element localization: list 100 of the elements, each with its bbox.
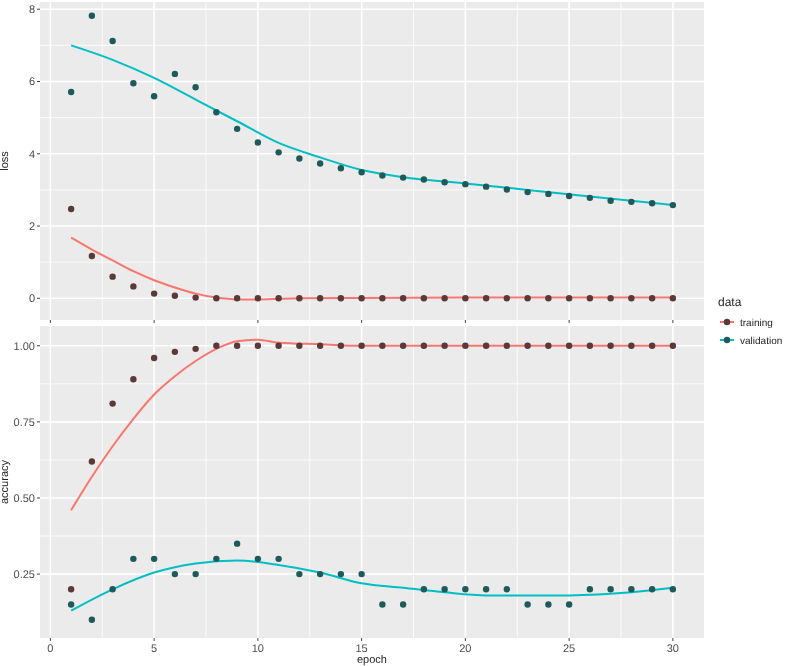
point — [441, 179, 448, 186]
point — [545, 190, 552, 198]
point — [192, 570, 199, 578]
point — [171, 70, 179, 78]
point — [379, 601, 386, 608]
point — [482, 342, 490, 349]
point — [337, 570, 345, 578]
point — [316, 570, 324, 578]
point — [482, 183, 490, 190]
point — [441, 586, 448, 593]
point — [607, 342, 614, 349]
point — [275, 149, 282, 156]
point — [628, 586, 635, 593]
point — [503, 342, 511, 349]
point — [462, 586, 469, 593]
point — [67, 88, 75, 96]
point — [545, 342, 552, 349]
point — [379, 342, 386, 349]
point — [586, 342, 594, 349]
point — [109, 37, 116, 45]
point — [130, 80, 137, 87]
point — [399, 174, 407, 181]
point — [296, 342, 303, 349]
point — [150, 93, 158, 100]
line-series — [70, 236, 674, 301]
point — [130, 376, 137, 383]
point — [254, 555, 262, 563]
point — [524, 601, 531, 608]
point — [337, 342, 345, 349]
point — [358, 169, 365, 176]
point — [213, 342, 220, 349]
point — [109, 586, 116, 593]
point — [254, 295, 262, 302]
point — [233, 342, 241, 349]
point — [607, 295, 614, 302]
point — [524, 342, 531, 349]
point — [171, 292, 179, 299]
point — [67, 205, 75, 213]
line-series — [70, 338, 674, 512]
point — [275, 342, 282, 349]
point — [213, 295, 220, 302]
point — [316, 160, 324, 167]
point — [233, 295, 241, 302]
point — [171, 570, 179, 578]
point — [420, 342, 428, 349]
point — [482, 295, 490, 302]
point — [192, 345, 199, 353]
point — [275, 295, 282, 302]
point — [316, 295, 324, 302]
point — [669, 201, 677, 209]
point — [503, 295, 511, 302]
point — [462, 342, 469, 349]
point — [316, 342, 324, 349]
point — [628, 342, 635, 349]
point — [337, 295, 345, 302]
point — [88, 252, 96, 260]
point — [565, 601, 573, 608]
point — [358, 342, 365, 349]
point — [254, 342, 262, 349]
point — [586, 194, 594, 202]
point — [607, 197, 614, 204]
point — [524, 295, 531, 302]
point — [399, 601, 407, 608]
point — [399, 342, 407, 349]
point — [296, 570, 303, 578]
point — [233, 540, 241, 547]
point — [648, 342, 656, 349]
point — [233, 125, 241, 133]
point — [565, 192, 573, 200]
point — [669, 586, 677, 593]
point — [607, 586, 614, 593]
point — [254, 139, 262, 146]
point — [130, 555, 137, 563]
point — [648, 295, 656, 302]
point — [628, 198, 635, 206]
point — [379, 172, 386, 179]
point — [213, 555, 220, 563]
point — [88, 616, 96, 623]
point — [545, 295, 552, 302]
point — [150, 354, 158, 362]
point — [150, 290, 158, 297]
point — [67, 586, 75, 593]
point — [150, 555, 158, 563]
point — [482, 586, 490, 593]
point — [337, 165, 345, 172]
point — [275, 555, 282, 563]
point — [379, 295, 386, 302]
point — [420, 295, 428, 302]
point — [399, 295, 407, 302]
point — [648, 586, 656, 593]
line-series — [70, 559, 674, 612]
point — [648, 200, 656, 207]
point — [441, 295, 448, 302]
point — [109, 400, 116, 407]
point — [420, 586, 428, 593]
point — [130, 283, 137, 290]
point — [565, 295, 573, 302]
point — [462, 295, 469, 302]
point — [67, 601, 75, 608]
point — [296, 155, 303, 162]
